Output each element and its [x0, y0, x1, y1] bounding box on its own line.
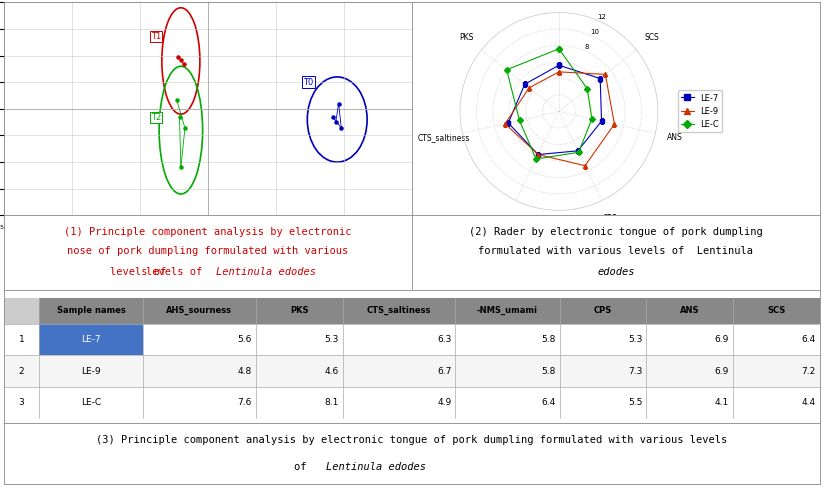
Text: 4.9: 4.9 — [437, 398, 452, 407]
Text: 5.8: 5.8 — [541, 366, 555, 376]
Point — [326, 114, 339, 122]
Point — [174, 163, 187, 171]
Text: 4.1: 4.1 — [714, 398, 729, 407]
Text: 7.6: 7.6 — [237, 398, 251, 407]
Text: 3: 3 — [19, 398, 25, 407]
Text: formulated with various levels of  Lentinula: formulated with various levels of Lentin… — [479, 246, 753, 256]
X-axis label: PC1: 97.61%: PC1: 97.61% — [181, 236, 235, 244]
Text: Sample names: Sample names — [57, 306, 125, 315]
Bar — [4, 297, 39, 324]
Point — [177, 60, 190, 68]
Text: -NMS_umami: -NMS_umami — [477, 306, 538, 315]
Text: 7.3: 7.3 — [628, 366, 642, 376]
Text: LE-7: LE-7 — [81, 335, 101, 345]
Text: 6.4: 6.4 — [802, 335, 816, 345]
Text: 5.5: 5.5 — [628, 398, 642, 407]
Text: nose of pork dumpling formulated with various: nose of pork dumpling formulated with va… — [68, 246, 349, 256]
Text: 6.9: 6.9 — [714, 366, 729, 376]
Legend: LE-7, LE-9, LE-C: LE-7, LE-9, LE-C — [678, 90, 723, 133]
Text: 6.9: 6.9 — [714, 335, 729, 345]
Text: 5.8: 5.8 — [541, 335, 555, 345]
Text: ANS: ANS — [680, 306, 700, 315]
Bar — [39, 324, 143, 355]
Point — [330, 118, 343, 125]
Point — [171, 96, 184, 104]
Text: 8.1: 8.1 — [324, 398, 339, 407]
Text: T1: T1 — [151, 32, 162, 41]
Text: 6.3: 6.3 — [437, 335, 452, 345]
Text: edodes: edodes — [597, 267, 634, 277]
Text: Lentinula edodes: Lentinula edodes — [326, 462, 426, 471]
Point — [332, 100, 345, 107]
Text: 5.3: 5.3 — [628, 335, 642, 345]
Text: T0: T0 — [303, 78, 313, 87]
Bar — [4, 355, 820, 387]
Text: levels of: levels of — [146, 267, 208, 277]
Bar — [4, 387, 820, 418]
Bar — [4, 324, 820, 355]
Text: 5.3: 5.3 — [324, 335, 339, 345]
Text: 5.6: 5.6 — [237, 335, 251, 345]
Text: 6.4: 6.4 — [541, 398, 555, 407]
Text: 4.8: 4.8 — [237, 366, 251, 376]
Text: AHS_sourness: AHS_sourness — [166, 306, 232, 315]
Text: SCS: SCS — [767, 306, 785, 315]
Point — [174, 56, 187, 64]
Text: Lentinula edodes: Lentinula edodes — [216, 267, 316, 277]
Text: of: of — [293, 462, 312, 471]
Text: LE-9: LE-9 — [81, 366, 101, 376]
Text: 7.2: 7.2 — [802, 366, 816, 376]
Text: (2) Rader by electronic tongue of pork dumpling: (2) Rader by electronic tongue of pork d… — [469, 226, 763, 237]
Bar — [39, 297, 820, 324]
Text: 6.7: 6.7 — [437, 366, 452, 376]
Text: 4.4: 4.4 — [802, 398, 816, 407]
Text: CPS: CPS — [594, 306, 612, 315]
Text: levels of: levels of — [110, 267, 173, 277]
Point — [335, 124, 348, 132]
Text: 2: 2 — [19, 366, 24, 376]
Text: 1: 1 — [19, 335, 25, 345]
Point — [171, 53, 185, 61]
Text: PKS: PKS — [290, 306, 308, 315]
Point — [173, 114, 186, 122]
Point — [178, 124, 191, 132]
Text: 4.6: 4.6 — [325, 366, 339, 376]
Text: (1) Principle component analysis by electronic: (1) Principle component analysis by elec… — [64, 226, 352, 237]
Text: T2: T2 — [151, 113, 162, 122]
Text: LE-C: LE-C — [81, 398, 101, 407]
Text: (3) Principle component analysis by electronic tongue of pork dumpling formulate: (3) Principle component analysis by elec… — [96, 435, 728, 445]
Text: CTS_saltiness: CTS_saltiness — [367, 306, 431, 315]
